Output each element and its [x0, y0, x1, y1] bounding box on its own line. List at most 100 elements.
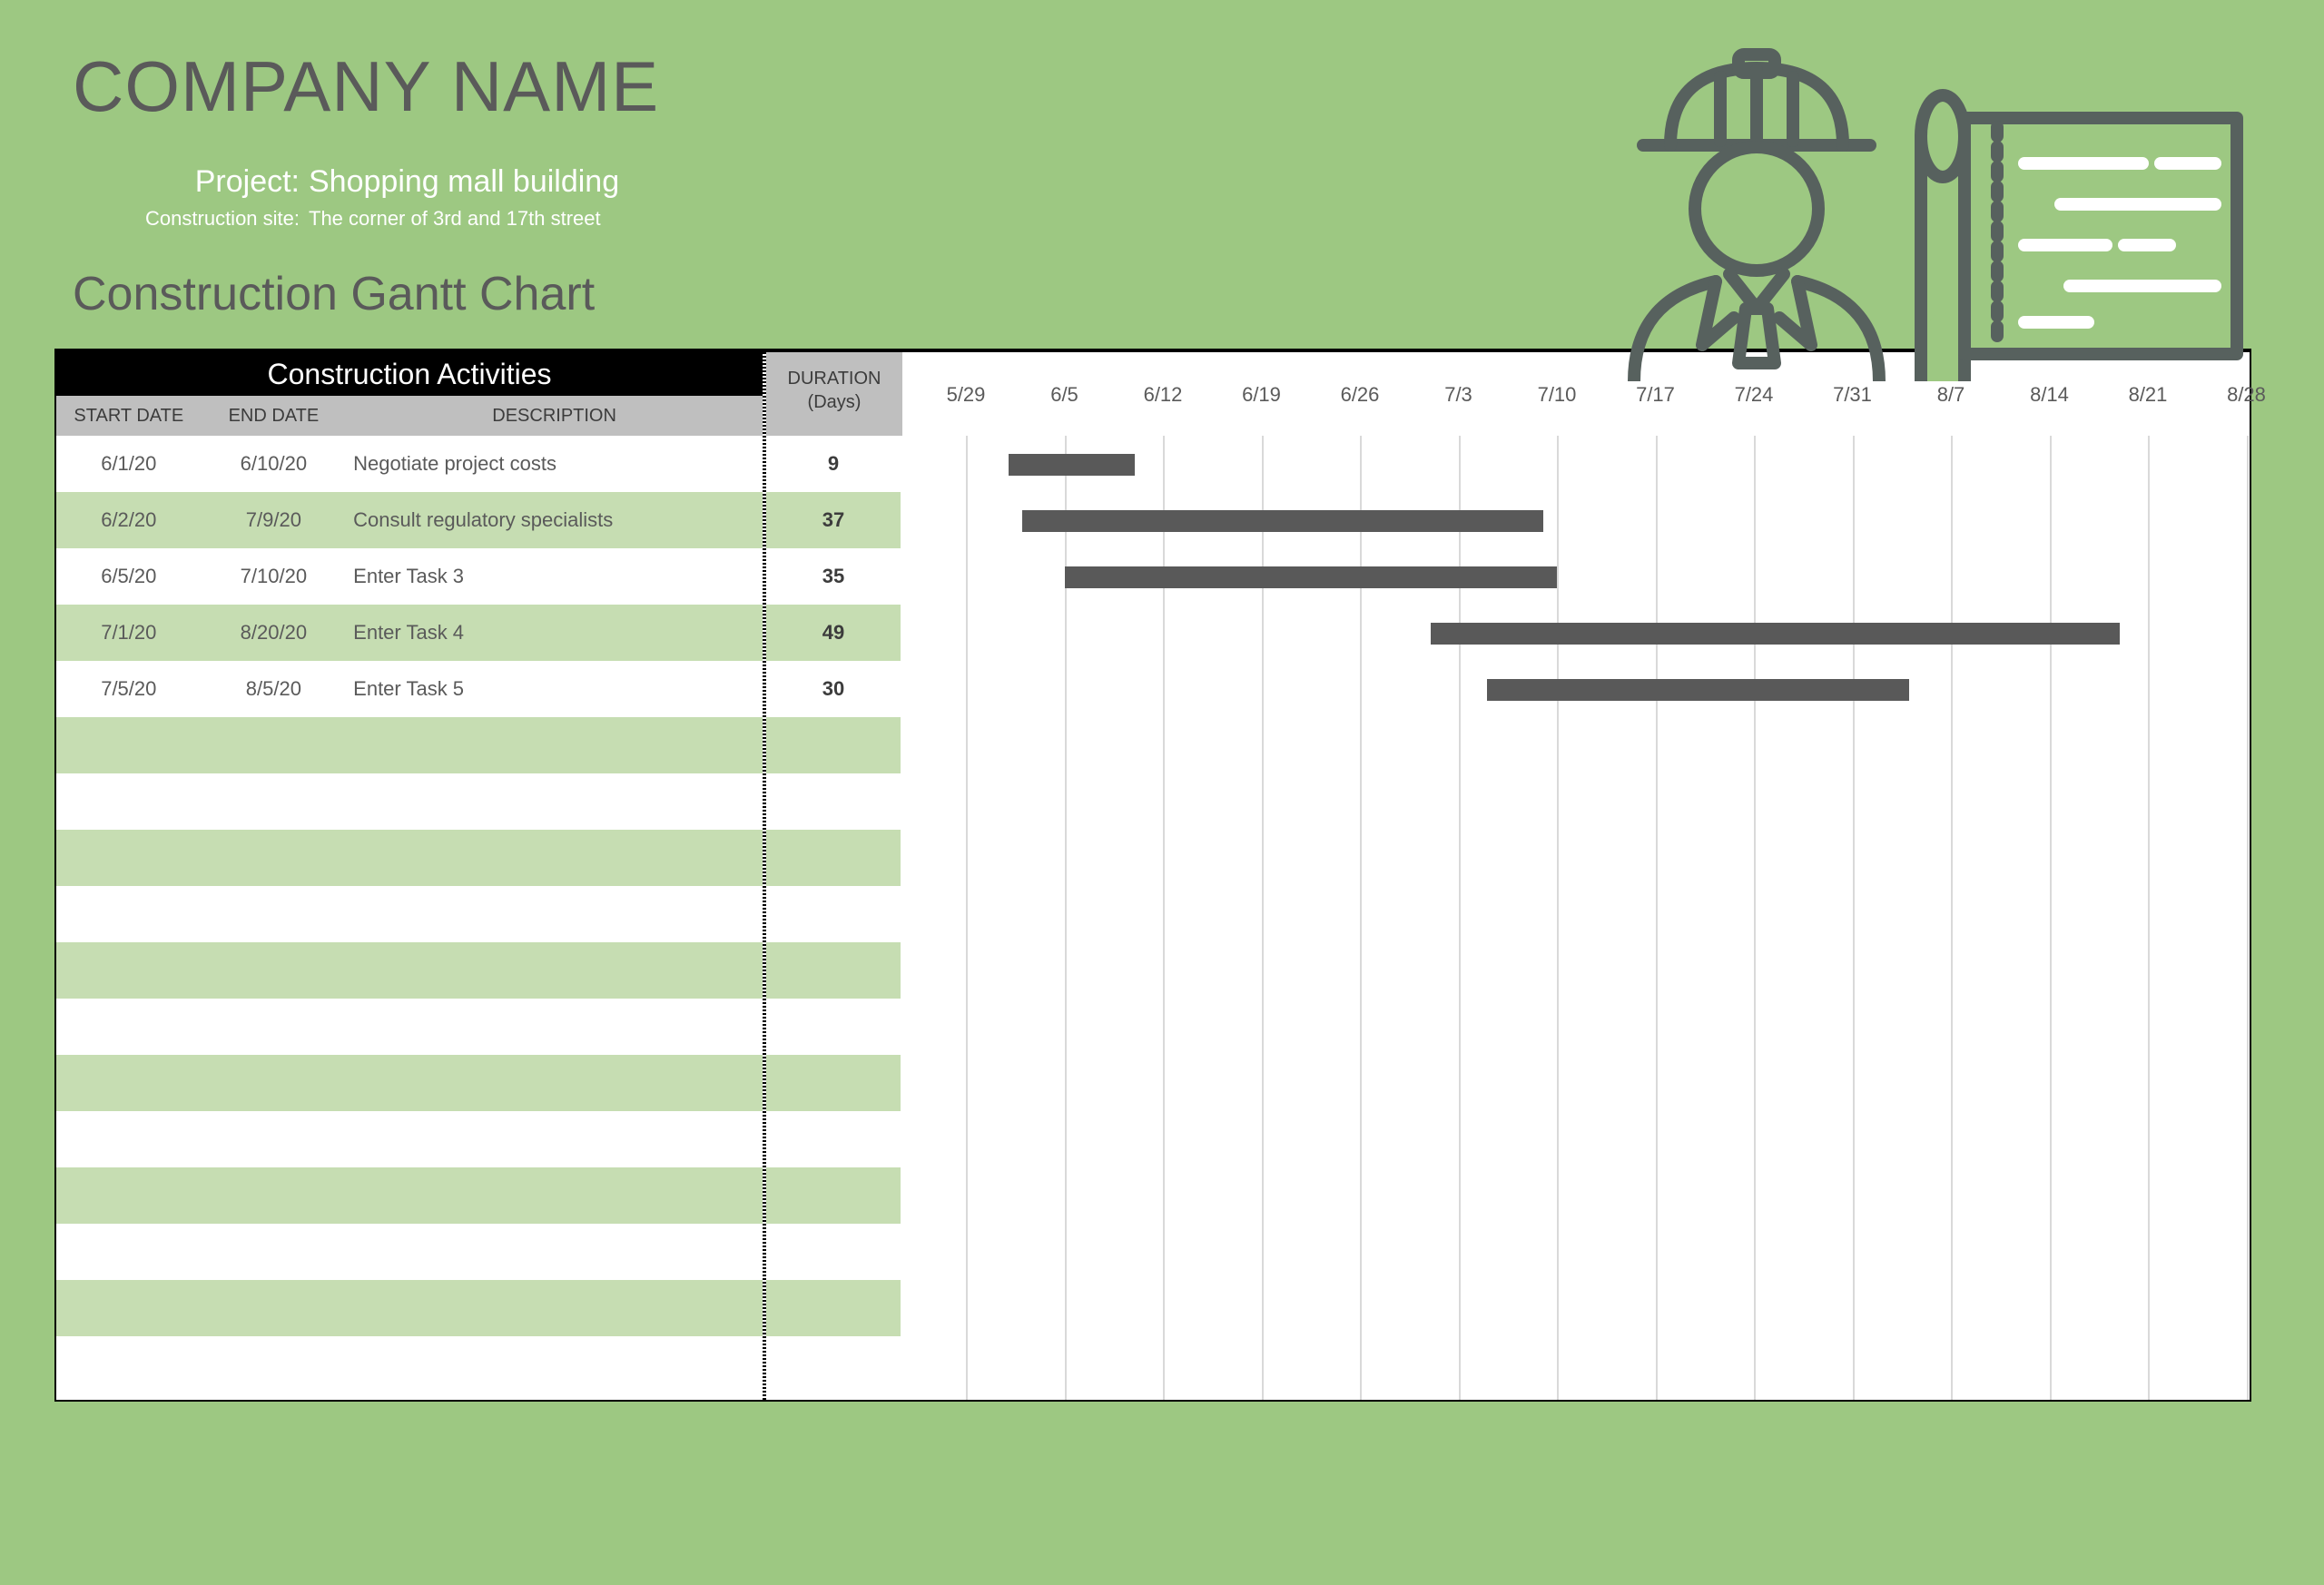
- duration-unit-text: (Days): [808, 392, 862, 412]
- table-row: 6/2/207/9/20Consult regulatory specialis…: [56, 492, 763, 548]
- cell-description: [346, 1111, 763, 1167]
- table-row: [56, 773, 763, 830]
- duration-cell: 9: [766, 436, 901, 492]
- duration-cell: [766, 717, 901, 773]
- timeline-date-label: 5/29: [947, 383, 986, 407]
- timeline-date-label: 6/12: [1144, 383, 1183, 407]
- duration-cell: [766, 1336, 901, 1393]
- timeline-date-label: 7/3: [1444, 383, 1472, 407]
- duration-cell: [766, 830, 901, 886]
- cell-start-date: [56, 999, 202, 1055]
- duration-cell: [766, 773, 901, 830]
- duration-cell: [766, 1055, 901, 1111]
- cell-start-date: 6/1/20: [56, 436, 202, 492]
- table-row: [56, 886, 763, 942]
- gantt-bar: [1431, 623, 2121, 645]
- timeline-date-label: 8/7: [1937, 383, 1965, 407]
- cell-end-date: [202, 999, 347, 1055]
- cell-description: [346, 886, 763, 942]
- table-row: [56, 717, 763, 773]
- cell-end-date: [202, 1055, 347, 1111]
- cell-description: [346, 717, 763, 773]
- table-row: [56, 1224, 763, 1280]
- cell-description: Consult regulatory specialists: [346, 492, 763, 548]
- cell-end-date: [202, 773, 347, 830]
- cell-end-date: [202, 1336, 347, 1393]
- duration-cell: [766, 942, 901, 999]
- duration-cell: 35: [766, 548, 901, 605]
- cell-end-date: [202, 1167, 347, 1224]
- table-row: [56, 1167, 763, 1224]
- duration-header: DURATION (Days): [766, 352, 902, 436]
- cell-start-date: [56, 886, 202, 942]
- cell-description: [346, 1224, 763, 1280]
- gridline: [2247, 436, 2249, 1400]
- table-row: [56, 999, 763, 1055]
- cell-start-date: [56, 830, 202, 886]
- gridline: [2050, 436, 2052, 1400]
- cell-description: [346, 1055, 763, 1111]
- cell-description: Enter Task 5: [346, 661, 763, 717]
- gantt-body: [901, 436, 2250, 1400]
- duration-cells: 937354930: [766, 436, 901, 1393]
- activities-panel: Construction Activities START DATE END D…: [56, 352, 764, 1400]
- table-row: [56, 1055, 763, 1111]
- cell-description: [346, 1280, 763, 1336]
- duration-cell: [766, 1111, 901, 1167]
- cell-description: [346, 830, 763, 886]
- timeline-date-label: 7/10: [1538, 383, 1577, 407]
- cell-description: Enter Task 3: [346, 548, 763, 605]
- cell-start-date: [56, 1167, 202, 1224]
- header-start-date: START DATE: [56, 396, 202, 436]
- cell-description: [346, 942, 763, 999]
- timeline-date-label: 8/28: [2227, 383, 2266, 407]
- cell-end-date: [202, 1224, 347, 1280]
- duration-cell: [766, 1167, 901, 1224]
- table-row: [56, 1111, 763, 1167]
- timeline-date-label: 7/17: [1636, 383, 1675, 407]
- cell-start-date: [56, 1055, 202, 1111]
- cell-end-date: [202, 1111, 347, 1167]
- gantt-timeline-panel: 5/296/56/126/196/267/37/107/177/247/318/…: [901, 352, 2250, 1400]
- duration-cell: [766, 886, 901, 942]
- timeline-date-label: 8/14: [2030, 383, 2069, 407]
- table-row: [56, 830, 763, 886]
- cell-description: [346, 1336, 763, 1393]
- header-end-date: END DATE: [202, 396, 347, 436]
- duration-cell: 37: [766, 492, 901, 548]
- gantt-bar: [1487, 679, 1909, 701]
- gridline: [1656, 436, 1658, 1400]
- cell-description: Negotiate project costs: [346, 436, 763, 492]
- duration-cell: [766, 1280, 901, 1336]
- duration-cell: [766, 1224, 901, 1280]
- cell-end-date: 8/5/20: [202, 661, 347, 717]
- table-row: 7/1/208/20/20Enter Task 4: [56, 605, 763, 661]
- timeline-date-label: 6/19: [1242, 383, 1281, 407]
- cell-description: [346, 773, 763, 830]
- gridline: [1557, 436, 1559, 1400]
- cell-description: [346, 1167, 763, 1224]
- cell-start-date: 7/5/20: [56, 661, 202, 717]
- table-row: 6/5/207/10/20Enter Task 3: [56, 548, 763, 605]
- timeline-date-label: 6/26: [1341, 383, 1380, 407]
- cell-start-date: [56, 717, 202, 773]
- construction-worker-icon: [1580, 36, 2251, 381]
- duration-header-text: DURATION: [788, 369, 881, 389]
- table-row: 6/1/206/10/20Negotiate project costs: [56, 436, 763, 492]
- table-column-headers: START DATE END DATE DESCRIPTION: [56, 396, 763, 436]
- table-row: [56, 1280, 763, 1336]
- timeline-date-label: 7/31: [1833, 383, 1872, 407]
- gridline: [1754, 436, 1756, 1400]
- gridline: [2148, 436, 2150, 1400]
- cell-end-date: 7/9/20: [202, 492, 347, 548]
- cell-description: [346, 999, 763, 1055]
- cell-end-date: [202, 942, 347, 999]
- cell-start-date: [56, 1336, 202, 1393]
- gantt-bar: [1065, 566, 1558, 588]
- gridline: [1951, 436, 1953, 1400]
- project-value: Shopping mall building: [309, 164, 619, 200]
- cell-start-date: [56, 773, 202, 830]
- timeline-date-label: 7/24: [1735, 383, 1774, 407]
- cell-start-date: [56, 1111, 202, 1167]
- cell-start-date: [56, 1280, 202, 1336]
